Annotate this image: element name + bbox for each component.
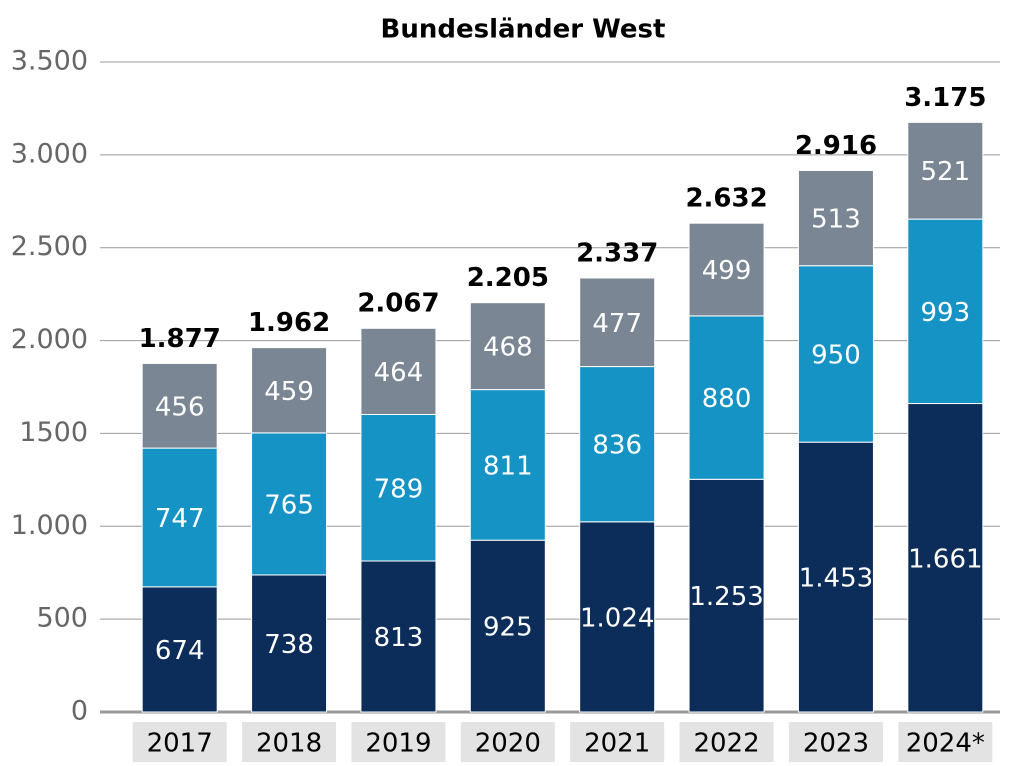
bar-segment (579, 277, 656, 368)
bar-segment (251, 347, 328, 434)
data-label: 747 (155, 504, 205, 534)
data-label: 925 (483, 613, 533, 643)
y-tick-label: 1.000 (11, 510, 88, 541)
data-label: 993 (920, 298, 970, 328)
bar-segment (579, 366, 656, 523)
total-label: 2.916 (795, 131, 877, 161)
bar-segment (579, 521, 656, 713)
data-label: 459 (264, 377, 314, 407)
bar-segment (907, 218, 984, 405)
bar-segment (797, 265, 874, 443)
bar-segment (141, 447, 218, 588)
y-tick-label: 2.500 (11, 231, 88, 262)
category-box (679, 722, 774, 762)
bar-segment (797, 169, 874, 267)
bar-segment (907, 121, 984, 220)
x-tick-label: 2021 (584, 729, 650, 759)
bar-segment (141, 362, 218, 449)
category-box (351, 722, 446, 762)
bar-segment (360, 327, 437, 415)
chart-title: Bundesländer West (381, 15, 666, 45)
category-box (570, 722, 665, 762)
data-label: 464 (374, 358, 424, 388)
data-label: 738 (264, 630, 314, 660)
x-tick-label: 2024* (906, 729, 985, 759)
x-tick-label: 2019 (365, 729, 431, 759)
y-tick-label: 500 (36, 603, 88, 634)
bar-segment (360, 560, 437, 713)
bar-segment (688, 222, 765, 317)
bar-segment (688, 478, 765, 713)
category-box (132, 722, 227, 762)
data-label: 1.661 (908, 544, 982, 574)
bar-segment (469, 539, 546, 713)
total-label: 2.205 (467, 263, 549, 293)
total-label: 1.962 (248, 308, 330, 338)
bar-segment (251, 432, 328, 576)
total-label: 1.877 (139, 324, 221, 354)
x-tick-label: 2020 (475, 729, 541, 759)
total-label: 3.175 (904, 83, 986, 113)
data-label: 1.253 (689, 582, 763, 612)
data-label: 836 (592, 431, 642, 461)
data-label: 765 (264, 490, 314, 520)
data-label: 468 (483, 333, 533, 363)
data-label: 950 (811, 340, 861, 370)
x-tick-label: 2023 (803, 729, 869, 759)
bar-segment (141, 586, 218, 713)
x-tick-label: 2022 (693, 729, 759, 759)
data-label: 521 (920, 157, 970, 187)
data-label: 477 (592, 309, 642, 339)
data-label: 813 (374, 623, 424, 653)
total-label: 2.632 (685, 184, 767, 214)
bar-segment (907, 403, 984, 713)
x-tick-label: 2018 (256, 729, 322, 759)
y-tick-label: 1500 (19, 417, 88, 448)
y-tick-label: 3.500 (11, 46, 88, 77)
bar-segment (360, 413, 437, 562)
bar-segment (688, 315, 765, 480)
x-tick-label: 2017 (147, 729, 213, 759)
bar-segment (469, 302, 546, 391)
data-label: 880 (702, 384, 752, 414)
y-tick-label: 0 (71, 696, 88, 727)
data-label: 456 (155, 392, 205, 422)
data-label: 1.453 (799, 564, 873, 594)
total-label: 2.337 (576, 238, 658, 268)
category-box (788, 722, 883, 762)
data-label: 1.024 (580, 603, 654, 633)
category-box (898, 722, 993, 762)
bar-segment (797, 441, 874, 713)
y-tick-label: 2.000 (11, 324, 88, 355)
data-label: 499 (702, 256, 752, 286)
total-label: 2.067 (357, 289, 439, 319)
y-tick-label: 3.000 (11, 138, 88, 169)
data-label: 811 (483, 451, 533, 481)
data-label: 674 (155, 636, 205, 666)
bar-segment (251, 574, 328, 713)
data-label: 789 (374, 474, 424, 504)
category-box (242, 722, 337, 762)
data-label: 513 (811, 205, 861, 235)
category-box (460, 722, 555, 762)
